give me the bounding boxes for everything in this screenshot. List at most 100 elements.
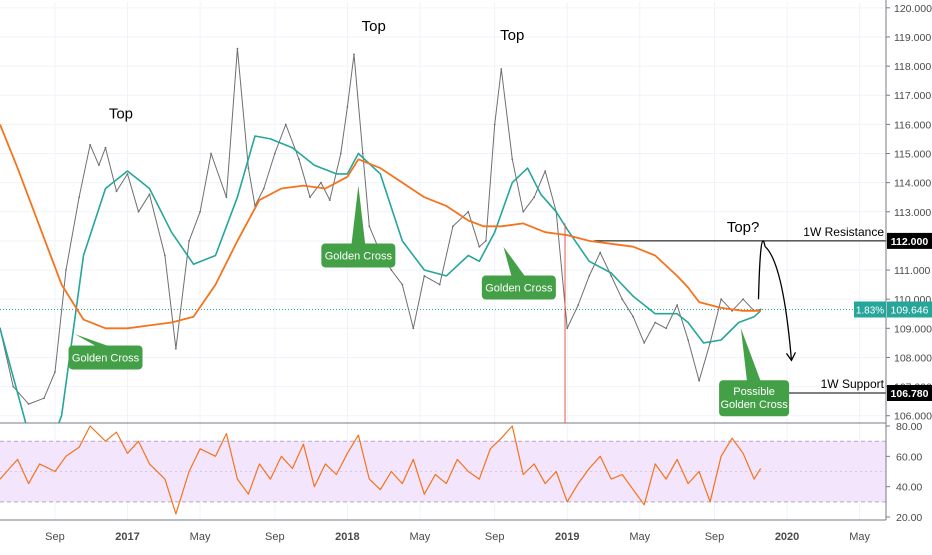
callout-pointer <box>740 328 762 383</box>
callout-label: Possible <box>733 386 775 398</box>
price-point <box>467 210 470 213</box>
price-point <box>174 347 177 350</box>
time-axis-label: May <box>410 531 431 543</box>
price-axis-label: 106.000 <box>894 411 932 423</box>
price-point <box>284 123 287 126</box>
price-point <box>566 327 569 330</box>
series-fast-moving-average <box>0 135 762 423</box>
time-axis-label: 2018 <box>335 531 359 543</box>
price-point <box>309 196 311 199</box>
price-point <box>368 225 371 228</box>
price-point <box>676 304 679 306</box>
price-point <box>89 143 92 146</box>
price-point <box>451 225 454 228</box>
level-price-tag <box>887 232 932 249</box>
rsi-line <box>0 425 762 515</box>
price-point <box>493 123 496 126</box>
price-point <box>412 327 415 330</box>
rsi-axis-label: 20.00 <box>896 512 922 524</box>
price-point <box>12 385 15 388</box>
price-point <box>438 283 441 286</box>
level-label: 1W Resistance <box>803 225 884 239</box>
price-point <box>731 309 734 312</box>
price-point <box>522 210 525 213</box>
price-point <box>665 327 668 330</box>
price-point <box>759 308 762 311</box>
level-price-tag <box>887 384 932 401</box>
price-point <box>262 187 265 190</box>
price-axis-label: 111.000 <box>894 265 931 277</box>
price-point <box>115 190 118 193</box>
price-point <box>610 274 613 277</box>
callout-pointer <box>503 246 526 278</box>
price-point <box>484 240 487 242</box>
price-point <box>687 339 690 341</box>
price-axis-label: 114.000 <box>894 178 931 190</box>
price-point <box>353 53 355 56</box>
price-axis-label: 115.000 <box>894 149 931 161</box>
rsi-band <box>0 441 886 502</box>
price-point <box>339 152 342 155</box>
projection-arrow <box>757 240 793 361</box>
price-point <box>236 47 239 50</box>
price-point <box>632 315 635 318</box>
rsi-axis-label: 80.00 <box>896 421 922 433</box>
price-point <box>298 158 300 161</box>
price-point <box>27 403 30 405</box>
price-point <box>511 158 514 161</box>
callout-pointer <box>351 185 366 246</box>
price-axis-label: 120.000 <box>894 3 932 15</box>
time-axis-label: Sep <box>265 531 285 543</box>
top-label: Top? <box>727 219 760 236</box>
callout-pointer <box>74 334 113 348</box>
price-point <box>225 196 228 199</box>
price-point <box>148 193 151 196</box>
price-point <box>54 371 56 373</box>
current-price-tag-text: 109.646 <box>891 304 929 316</box>
price-axis-label: 117.000 <box>894 90 931 102</box>
rsi-axis-label: 40.00 <box>896 482 922 494</box>
time-axis-label: Sep <box>705 531 725 543</box>
time-axis-label: May <box>849 531 870 543</box>
price-axis-label: 109.000 <box>894 323 932 335</box>
price-point <box>210 152 212 155</box>
time-axis-label: 2017 <box>115 531 139 543</box>
level-price-tag-text: 106.780 <box>891 388 929 400</box>
price-point <box>621 298 624 301</box>
price-point <box>500 68 503 70</box>
callout-label: Golden Cross <box>720 399 788 411</box>
price-point <box>533 196 536 199</box>
price-point <box>328 199 331 202</box>
time-axis-label: May <box>190 531 211 543</box>
price-point <box>698 379 701 382</box>
price-axis-label: 119.000 <box>894 32 931 44</box>
price-point <box>478 245 481 248</box>
price-point <box>137 210 140 213</box>
price-axis-label: 108.000 <box>894 352 932 364</box>
price-point <box>577 304 580 306</box>
callout-label: Golden Cross <box>485 283 553 295</box>
price-point <box>599 251 602 254</box>
price-point <box>742 298 744 301</box>
price-axis-label: 118.000 <box>894 61 931 73</box>
series-slow-moving-average <box>0 124 761 330</box>
price-point <box>401 283 404 286</box>
top-label: Top <box>362 18 386 35</box>
top-label: Top <box>500 27 524 44</box>
callout-box <box>719 380 790 417</box>
price-axis-label: 116.000 <box>894 119 931 131</box>
price-point <box>720 298 723 301</box>
time-axis-label: May <box>629 531 650 543</box>
price-point <box>65 269 67 271</box>
top-label: Top <box>109 106 133 123</box>
price-point <box>104 146 107 149</box>
price-point <box>98 164 100 167</box>
price-point <box>423 274 426 277</box>
price-point <box>588 274 591 277</box>
price-point <box>163 254 166 257</box>
price-point <box>247 167 250 169</box>
price-point <box>346 105 349 108</box>
callout-box <box>68 345 143 370</box>
